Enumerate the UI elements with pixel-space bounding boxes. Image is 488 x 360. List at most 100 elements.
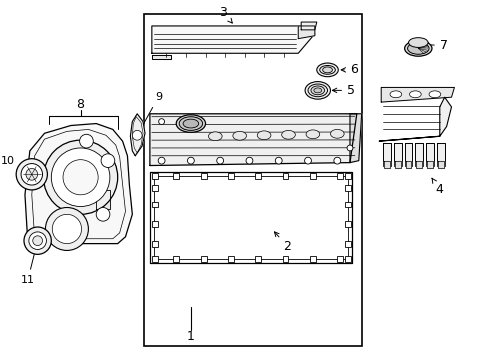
- Bar: [345, 241, 350, 247]
- Circle shape: [45, 207, 88, 251]
- Bar: [144, 14, 361, 346]
- Polygon shape: [404, 143, 411, 166]
- Text: 7: 7: [423, 39, 447, 52]
- Polygon shape: [152, 55, 171, 59]
- Text: 5: 5: [332, 84, 354, 97]
- Polygon shape: [150, 114, 356, 166]
- Polygon shape: [437, 161, 443, 168]
- Circle shape: [96, 207, 110, 221]
- Ellipse shape: [179, 117, 202, 130]
- Text: 2: 2: [274, 232, 291, 253]
- Ellipse shape: [313, 88, 321, 93]
- Text: 11: 11: [21, 244, 38, 285]
- Circle shape: [21, 163, 42, 185]
- Polygon shape: [25, 123, 132, 244]
- Text: 9: 9: [139, 92, 162, 132]
- Circle shape: [187, 157, 194, 164]
- Polygon shape: [130, 114, 145, 156]
- Ellipse shape: [428, 91, 440, 98]
- Bar: [152, 173, 157, 179]
- Bar: [200, 173, 206, 179]
- Bar: [152, 185, 157, 191]
- Bar: [255, 256, 261, 262]
- Ellipse shape: [408, 91, 420, 98]
- Polygon shape: [426, 161, 432, 168]
- Bar: [227, 256, 233, 262]
- Polygon shape: [405, 161, 410, 168]
- Polygon shape: [152, 26, 314, 53]
- Polygon shape: [436, 143, 444, 166]
- Circle shape: [29, 232, 46, 249]
- Polygon shape: [415, 161, 421, 168]
- Ellipse shape: [257, 131, 270, 140]
- Circle shape: [275, 157, 282, 164]
- Text: 8: 8: [77, 98, 84, 111]
- Polygon shape: [150, 172, 351, 263]
- Ellipse shape: [404, 41, 431, 56]
- Bar: [345, 256, 350, 262]
- Text: 6: 6: [341, 63, 357, 76]
- Circle shape: [63, 160, 98, 195]
- Bar: [152, 256, 157, 262]
- Bar: [227, 173, 233, 179]
- Circle shape: [24, 227, 51, 255]
- Bar: [255, 173, 261, 179]
- Polygon shape: [414, 143, 422, 166]
- Circle shape: [304, 157, 311, 164]
- Bar: [345, 221, 350, 227]
- Bar: [345, 185, 350, 191]
- Circle shape: [158, 119, 164, 125]
- Ellipse shape: [319, 66, 335, 74]
- Ellipse shape: [330, 129, 344, 138]
- Polygon shape: [381, 87, 453, 102]
- Ellipse shape: [305, 130, 319, 139]
- Circle shape: [33, 236, 42, 246]
- Ellipse shape: [407, 42, 428, 54]
- Circle shape: [245, 157, 252, 164]
- Text: 1: 1: [186, 330, 194, 343]
- Ellipse shape: [389, 91, 401, 98]
- Bar: [200, 256, 206, 262]
- Ellipse shape: [281, 130, 295, 139]
- Circle shape: [43, 140, 118, 214]
- Text: 4: 4: [431, 178, 443, 197]
- Ellipse shape: [322, 67, 332, 73]
- Circle shape: [51, 148, 110, 207]
- Ellipse shape: [407, 38, 427, 48]
- Bar: [309, 173, 315, 179]
- Circle shape: [346, 145, 352, 151]
- Polygon shape: [384, 161, 389, 168]
- Bar: [345, 202, 350, 207]
- Ellipse shape: [183, 119, 198, 128]
- Polygon shape: [383, 143, 390, 166]
- Ellipse shape: [176, 115, 205, 132]
- Text: 3: 3: [219, 6, 232, 23]
- Circle shape: [132, 130, 142, 140]
- Bar: [152, 221, 157, 227]
- Circle shape: [52, 214, 81, 244]
- Ellipse shape: [208, 132, 222, 141]
- Bar: [337, 173, 343, 179]
- Ellipse shape: [310, 86, 324, 95]
- Circle shape: [158, 157, 164, 164]
- Polygon shape: [96, 190, 110, 210]
- Ellipse shape: [316, 63, 338, 77]
- Ellipse shape: [305, 82, 330, 99]
- Polygon shape: [379, 97, 450, 141]
- Polygon shape: [301, 22, 316, 30]
- Bar: [282, 256, 288, 262]
- Circle shape: [333, 157, 340, 164]
- Bar: [345, 173, 350, 179]
- Circle shape: [26, 168, 38, 180]
- Bar: [152, 202, 157, 207]
- Polygon shape: [394, 161, 400, 168]
- Circle shape: [16, 159, 47, 190]
- Ellipse shape: [232, 131, 246, 140]
- Bar: [282, 173, 288, 179]
- Bar: [337, 256, 343, 262]
- Polygon shape: [393, 143, 401, 166]
- Polygon shape: [425, 143, 433, 166]
- Bar: [173, 173, 179, 179]
- Ellipse shape: [307, 84, 327, 97]
- Text: 10: 10: [1, 156, 28, 172]
